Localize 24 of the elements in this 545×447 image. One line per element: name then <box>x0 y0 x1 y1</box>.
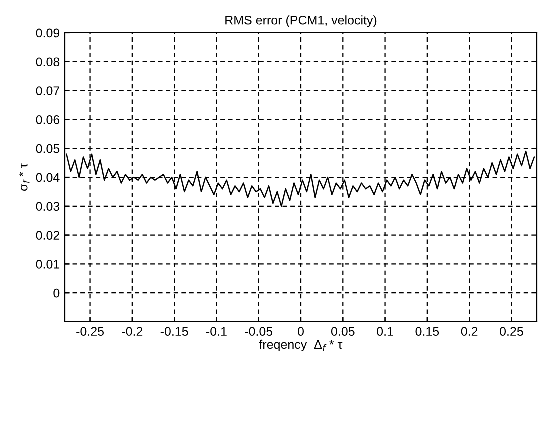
y-tick-label: 0.04 <box>36 173 60 182</box>
x-tick-label: 0 <box>298 327 304 336</box>
y-tick-label: 0.09 <box>36 28 60 38</box>
y-tick-label: 0.01 <box>36 260 60 269</box>
x-tick-label: -0.2 <box>122 327 143 336</box>
x-tick-label: 0.2 <box>461 327 478 336</box>
y-tick-label: 0.06 <box>36 116 60 124</box>
x-tick-label: -0.25 <box>76 327 104 336</box>
x-axis-title: freqency Δ$_{f}$ * τ <box>259 340 343 352</box>
x-tick-label: -0.1 <box>206 327 227 336</box>
x-tick-label: 0.1 <box>377 327 394 336</box>
x-tick-label: 0.25 <box>500 327 524 336</box>
x-tick-label: -0.15 <box>160 327 188 336</box>
x-tick-label: -0.05 <box>245 327 273 336</box>
y-tick-label: 0 <box>54 288 60 298</box>
y-tick-label: 0.03 <box>36 202 60 212</box>
y-tick-label: 0.07 <box>36 86 60 96</box>
y-axis-title: σ$_{f}$ * τ <box>19 164 30 192</box>
chart-title: RMS error (PCM1, velocity) <box>226 16 377 28</box>
x-tick-label: 0.15 <box>416 327 440 336</box>
y-tick-label: 0.05 <box>36 144 60 154</box>
y-tick-label: 0.02 <box>36 231 60 240</box>
y-tick-label: 0.08 <box>36 58 60 67</box>
x-tick-label: 0.05 <box>331 327 355 336</box>
